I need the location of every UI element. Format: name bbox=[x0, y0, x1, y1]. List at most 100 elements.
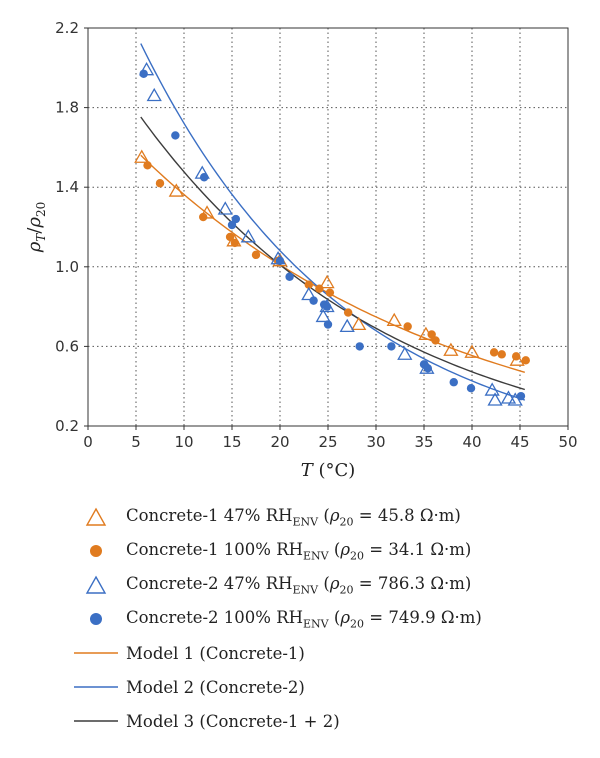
data-point-series-4 bbox=[199, 173, 209, 182]
legend-item-model1: Model 1 (Concrete-1) bbox=[72, 636, 592, 670]
data-point-series-2 bbox=[143, 161, 152, 170]
data-point-series-4 bbox=[355, 342, 364, 351]
data-point-series-2 bbox=[521, 356, 530, 365]
data-point-series-2 bbox=[325, 288, 335, 297]
data-point-series-2 bbox=[431, 336, 440, 345]
legend-line-orange bbox=[72, 638, 120, 668]
x-tick-labels: 0 5 10 15 20 25 30 35 40 45 50 bbox=[83, 426, 578, 451]
data-point-series-3 bbox=[484, 382, 500, 396]
data-points bbox=[134, 61, 530, 406]
data-point-series-1 bbox=[168, 183, 184, 197]
x-tick-label: 10 bbox=[174, 433, 193, 451]
legend-label: Concrete-1 100% RHENV (ρ20 = 34.1 Ω·m) bbox=[126, 539, 472, 563]
legend-item-concrete2-100: Concrete-2 100% RHENV (ρ20 = 749.9 Ω·m) bbox=[72, 602, 592, 636]
x-tick-label: 50 bbox=[558, 433, 577, 451]
data-point-series-2 bbox=[304, 280, 313, 289]
data-point-series-2 bbox=[497, 350, 506, 359]
data-point-series-3 bbox=[397, 346, 413, 360]
data-point-series-3 bbox=[240, 229, 256, 243]
data-point-series-4 bbox=[285, 272, 294, 281]
data-point-series-4 bbox=[449, 378, 458, 387]
x-tick-label: 5 bbox=[131, 433, 141, 451]
legend-label: Model 2 (Concrete-2) bbox=[126, 677, 305, 697]
data-point-series-3 bbox=[315, 308, 331, 323]
data-point-series-4 bbox=[387, 342, 396, 351]
data-point-series-1 bbox=[351, 316, 367, 331]
legend-line-blue bbox=[72, 672, 120, 702]
y-tick-label: 0.6 bbox=[55, 337, 79, 355]
y-axis-label-slash: / bbox=[24, 227, 45, 234]
legend-marker-filled-circle-orange bbox=[72, 536, 120, 566]
data-point-series-1 bbox=[319, 274, 335, 289]
legend-item-model2: Model 2 (Concrete-2) bbox=[72, 670, 592, 704]
data-point-series-2 bbox=[403, 322, 412, 331]
data-point-series-4 bbox=[322, 302, 332, 311]
legend-line-dark bbox=[72, 706, 120, 736]
data-point-series-2 bbox=[511, 352, 521, 361]
y-axis-label-rho2: ρ bbox=[24, 217, 45, 229]
x-tick-label: 35 bbox=[414, 433, 433, 451]
data-point-series-2 bbox=[199, 212, 208, 222]
data-point-series-1 bbox=[464, 344, 480, 358]
model-curve-3 bbox=[140, 116, 525, 391]
x-tick-label: 30 bbox=[366, 433, 385, 451]
grid bbox=[88, 28, 568, 426]
y-tick-labels: 0.2 0.6 1.0 1.4 1.8 2.2 bbox=[55, 19, 88, 435]
data-point-series-4 bbox=[423, 364, 433, 373]
data-point-series-4 bbox=[309, 296, 318, 305]
legend: Concrete-1 47% RHENV (ρ20 = 45.8 Ω·m) Co… bbox=[72, 500, 592, 738]
data-point-series-4 bbox=[227, 220, 237, 230]
data-point-series-1 bbox=[443, 342, 459, 356]
data-point-series-2 bbox=[251, 250, 261, 260]
legend-label: Concrete-2 47% RHENV (ρ20 = 786.3 Ω·m) bbox=[126, 573, 472, 597]
x-tick-label: 0 bbox=[83, 433, 93, 451]
data-point-series-3 bbox=[487, 392, 503, 406]
data-point-series-2 bbox=[230, 238, 240, 248]
x-axis-label: T (°C) bbox=[301, 460, 356, 481]
model-curve-2 bbox=[140, 43, 526, 401]
legend-label: Concrete-2 100% RHENV (ρ20 = 749.9 Ω·m) bbox=[126, 607, 482, 631]
legend-item-concrete1-47: Concrete-1 47% RHENV (ρ20 = 45.8 Ω·m) bbox=[72, 500, 592, 534]
data-point-series-4 bbox=[323, 320, 333, 329]
chart-plot: 0 5 10 15 20 25 30 35 40 45 50 0.20.61.01.41.82.2 … bbox=[24, 19, 578, 481]
data-point-series-3 bbox=[339, 318, 355, 333]
y-axis-label-sub2: 20 bbox=[34, 202, 48, 217]
y-axis-label: ρT/ρ20 bbox=[24, 202, 48, 254]
legend-marker-open-triangle-blue bbox=[72, 570, 120, 600]
y-tick-label: 1.8 bbox=[55, 99, 79, 117]
y-tick-label: 1.0 bbox=[55, 258, 79, 276]
data-point-series-4 bbox=[466, 383, 476, 393]
data-point-series-1 bbox=[134, 149, 150, 163]
y-tick-label: 2.2 bbox=[55, 19, 79, 37]
data-point-series-3 bbox=[217, 201, 233, 215]
x-tick-label: 25 bbox=[318, 433, 337, 451]
x-axis-label-var: T bbox=[301, 460, 315, 481]
legend-label: Model 3 (Concrete-1 + 2) bbox=[126, 711, 340, 731]
data-point-series-3 bbox=[146, 87, 162, 102]
data-point-series-1 bbox=[386, 312, 402, 327]
y-axis-label-rho1: ρ bbox=[24, 241, 45, 253]
legend-item-model3: Model 3 (Concrete-1 + 2) bbox=[72, 704, 592, 738]
data-point-series-2 bbox=[225, 232, 235, 242]
data-point-series-3 bbox=[500, 390, 517, 404]
data-point-series-2 bbox=[315, 284, 324, 293]
legend-item-concrete1-100: Concrete-1 100% RHENV (ρ20 = 34.1 Ω·m) bbox=[72, 534, 592, 568]
data-point-series-4 bbox=[139, 69, 148, 78]
legend-marker-filled-circle-blue bbox=[72, 604, 120, 634]
x-tick-label: 20 bbox=[270, 433, 289, 451]
data-point-series-4 bbox=[516, 391, 526, 401]
x-tick-label: 15 bbox=[222, 433, 241, 451]
data-point-series-4 bbox=[275, 256, 285, 266]
x-tick-label: 45 bbox=[510, 433, 529, 451]
legend-item-concrete2-47: Concrete-2 47% RHENV (ρ20 = 786.3 Ω·m) bbox=[72, 568, 592, 602]
data-point-series-3 bbox=[301, 286, 317, 301]
x-axis-label-unit: (°C) bbox=[313, 460, 356, 481]
data-point-series-2 bbox=[489, 348, 499, 357]
x-tick-label: 40 bbox=[462, 433, 481, 451]
data-point-series-4 bbox=[231, 214, 241, 224]
data-point-series-4 bbox=[171, 131, 180, 140]
y-tick-label: 1.4 bbox=[55, 178, 79, 196]
data-point-series-2 bbox=[155, 179, 165, 188]
legend-label: Model 1 (Concrete-1) bbox=[126, 643, 305, 663]
legend-label: Concrete-1 47% RHENV (ρ20 = 45.8 Ω·m) bbox=[126, 505, 461, 529]
